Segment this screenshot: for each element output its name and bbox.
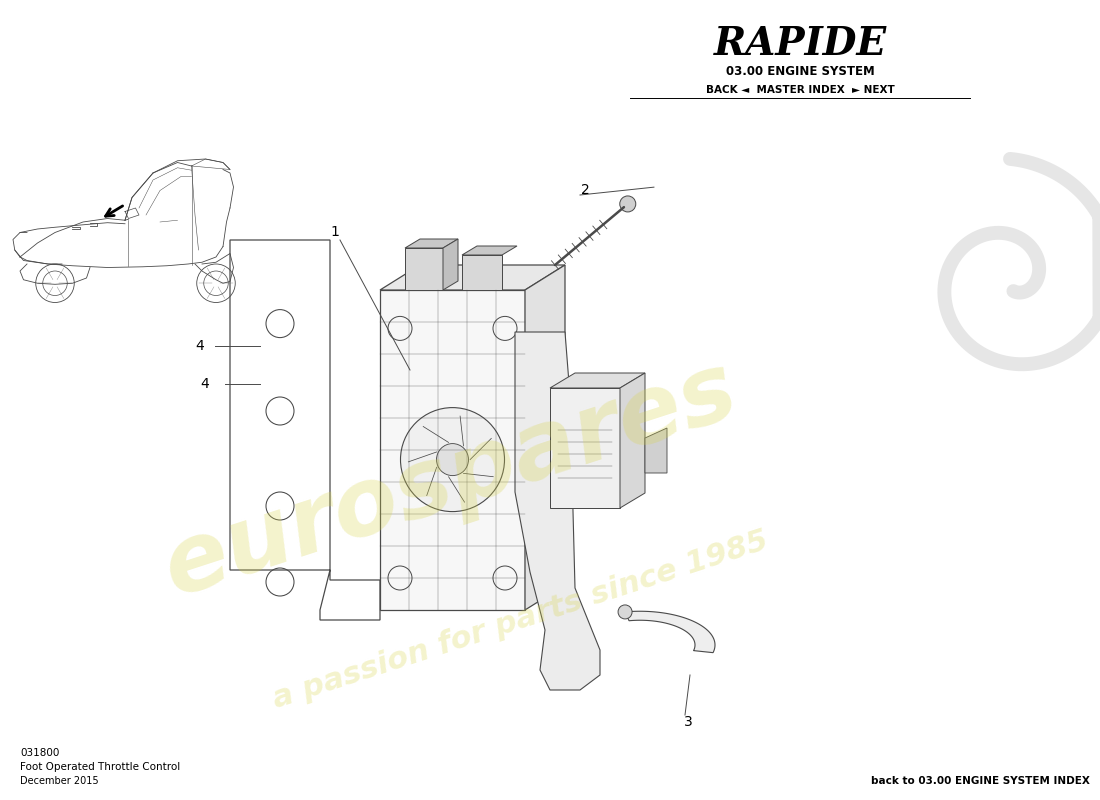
Text: a passion for parts since 1985: a passion for parts since 1985 (268, 526, 771, 714)
Polygon shape (379, 265, 565, 290)
Text: 1: 1 (331, 225, 340, 239)
Polygon shape (620, 373, 645, 508)
Text: Foot Operated Throttle Control: Foot Operated Throttle Control (20, 762, 180, 772)
Polygon shape (462, 255, 502, 290)
Polygon shape (379, 290, 525, 610)
Polygon shape (645, 428, 667, 473)
Polygon shape (550, 373, 645, 388)
Text: 03.00 ENGINE SYSTEM: 03.00 ENGINE SYSTEM (726, 65, 874, 78)
Polygon shape (443, 239, 458, 290)
Circle shape (619, 196, 636, 212)
Polygon shape (405, 248, 443, 290)
Circle shape (618, 605, 632, 619)
Text: December 2015: December 2015 (20, 776, 99, 786)
Text: BACK ◄  MASTER INDEX  ► NEXT: BACK ◄ MASTER INDEX ► NEXT (705, 85, 894, 95)
Circle shape (437, 443, 469, 475)
Text: eurospares: eurospares (152, 344, 748, 616)
Polygon shape (525, 265, 565, 610)
Polygon shape (550, 388, 620, 508)
Text: 4: 4 (200, 378, 209, 391)
Circle shape (400, 407, 505, 512)
Text: back to 03.00 ENGINE SYSTEM INDEX: back to 03.00 ENGINE SYSTEM INDEX (871, 776, 1090, 786)
Text: 031800: 031800 (20, 748, 59, 758)
Polygon shape (405, 239, 458, 248)
Polygon shape (515, 332, 600, 690)
Polygon shape (625, 611, 715, 653)
Polygon shape (462, 246, 517, 255)
Text: RAPIDE: RAPIDE (714, 25, 887, 63)
Text: 3: 3 (683, 715, 692, 729)
Text: 4: 4 (196, 339, 205, 354)
Text: 2: 2 (581, 183, 590, 197)
